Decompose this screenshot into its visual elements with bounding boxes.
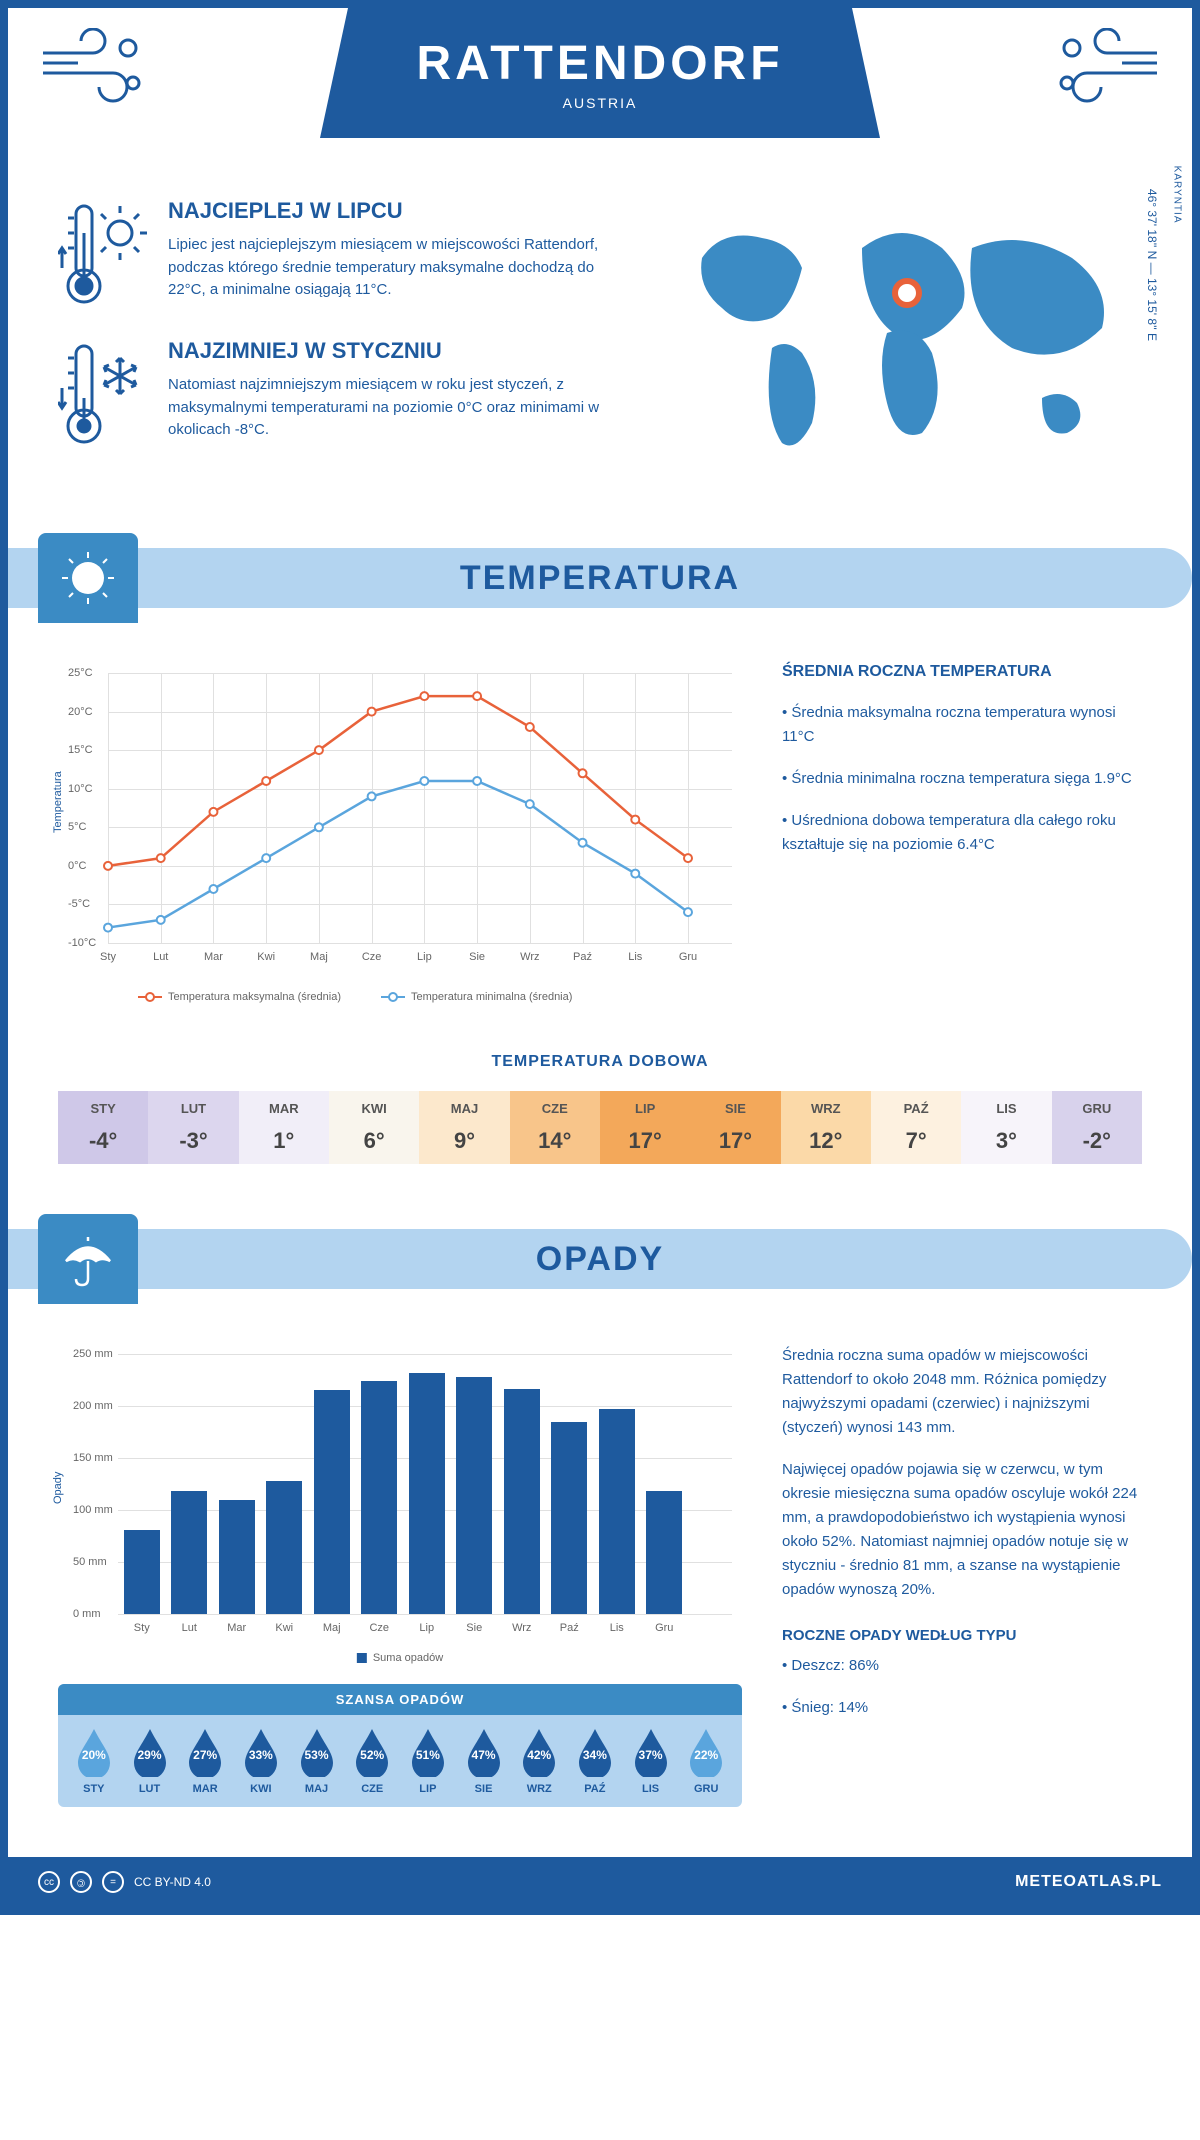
precip-left-column: 0 mm50 mm100 mm150 mm200 mm250 mmStyLutM… bbox=[58, 1344, 742, 1807]
chance-cell: 27% MAR bbox=[177, 1727, 233, 1795]
raindrop-icon: 29% bbox=[130, 1727, 170, 1777]
chance-cell: 51% LIP bbox=[400, 1727, 456, 1795]
chance-cell: 47% SIE bbox=[456, 1727, 512, 1795]
daily-cell: WRZ12° bbox=[781, 1091, 871, 1164]
temp-info-title: ŚREDNIA ROCZNA TEMPERATURA bbox=[782, 663, 1142, 681]
cc-icon: cc bbox=[38, 1871, 60, 1893]
precip-p1: Średnia roczna suma opadów w miejscowośc… bbox=[782, 1344, 1142, 1440]
precip-bar-chart: 0 mm50 mm100 mm150 mm200 mm250 mmStyLutM… bbox=[58, 1344, 742, 1664]
temp-section-header: TEMPERATURA bbox=[8, 533, 1192, 623]
coldest-title: NAJZIMNIEJ W STYCZNIU bbox=[168, 338, 622, 364]
daily-temp-table: STY-4° LUT-3° MAR1° KWI6° MAJ9° CZE14° L… bbox=[58, 1091, 1142, 1164]
chance-cell: 37% LIS bbox=[623, 1727, 679, 1795]
daily-cell: KWI6° bbox=[329, 1091, 419, 1164]
warmest-content: NAJCIEPLEJ W LIPCU Lipiec jest najcieple… bbox=[168, 198, 622, 308]
daily-cell: MAJ9° bbox=[419, 1091, 509, 1164]
chance-cell: 53% MAJ bbox=[289, 1727, 345, 1795]
raindrop-icon: 47% bbox=[464, 1727, 504, 1777]
chance-cell: 42% WRZ bbox=[511, 1727, 567, 1795]
thermometer-snow-icon bbox=[58, 338, 148, 448]
raindrop-icon: 37% bbox=[631, 1727, 671, 1777]
intro-text-column: NAJCIEPLEJ W LIPCU Lipiec jest najcieple… bbox=[58, 198, 622, 483]
infographic-container: RATTENDORF AUSTRIA NAJCIEPLEJ W LIPCU Li… bbox=[0, 0, 1200, 1915]
temperature-section: -10°C-5°C0°C5°C10°C15°C20°C25°CStyLutMar… bbox=[8, 643, 1192, 1023]
raindrop-icon: 53% bbox=[297, 1727, 337, 1777]
wind-icon-left bbox=[38, 28, 148, 122]
license-text: CC BY-ND 4.0 bbox=[134, 1875, 211, 1889]
license-block: cc 🄯 = CC BY-ND 4.0 bbox=[38, 1871, 211, 1893]
footer: cc 🄯 = CC BY-ND 4.0 METEOATLAS.PL bbox=[8, 1857, 1192, 1907]
precip-chance-box: SZANSA OPADÓW 20% STY 29% LUT 27% MAR 33… bbox=[58, 1684, 742, 1807]
precip-p2: Najwięcej opadów pojawia się w czerwcu, … bbox=[782, 1458, 1142, 1602]
intro-section: NAJCIEPLEJ W LIPCU Lipiec jest najcieple… bbox=[8, 168, 1192, 513]
map-column: KARYNTIA 46° 37' 18'' N — 13° 15' 8'' E bbox=[662, 198, 1142, 483]
daily-cell: LIP17° bbox=[600, 1091, 690, 1164]
precip-section-title: OPADY bbox=[8, 1240, 1192, 1279]
daily-cell: LIS3° bbox=[961, 1091, 1051, 1164]
daily-cell: MAR1° bbox=[239, 1091, 329, 1164]
raindrop-icon: 27% bbox=[185, 1727, 225, 1777]
chance-cell: 20% STY bbox=[66, 1727, 122, 1795]
coordinates-label: 46° 37' 18'' N — 13° 15' 8'' E bbox=[1145, 188, 1159, 340]
temp-info-box: ŚREDNIA ROCZNA TEMPERATURA • Średnia mak… bbox=[782, 663, 1142, 1003]
raindrop-icon: 52% bbox=[352, 1727, 392, 1777]
temp-info-b2: • Średnia minimalna roczna temperatura s… bbox=[782, 767, 1142, 791]
raindrop-icon: 22% bbox=[686, 1727, 726, 1777]
header: RATTENDORF AUSTRIA bbox=[8, 8, 1192, 168]
coldest-content: NAJZIMNIEJ W STYCZNIU Natomiast najzimni… bbox=[168, 338, 622, 448]
chance-cell: 33% KWI bbox=[233, 1727, 289, 1795]
country-subtitle: AUSTRIA bbox=[563, 95, 638, 111]
coldest-block: NAJZIMNIEJ W STYCZNIU Natomiast najzimni… bbox=[58, 338, 622, 448]
temp-info-b1: • Średnia maksymalna roczna temperatura … bbox=[782, 701, 1142, 749]
daily-cell: LUT-3° bbox=[148, 1091, 238, 1164]
nd-icon: = bbox=[102, 1871, 124, 1893]
world-map-icon bbox=[662, 198, 1142, 478]
wind-icon-right bbox=[1052, 28, 1162, 122]
warmest-title: NAJCIEPLEJ W LIPCU bbox=[168, 198, 622, 224]
by-icon: 🄯 bbox=[70, 1871, 92, 1893]
raindrop-icon: 51% bbox=[408, 1727, 448, 1777]
site-name: METEOATLAS.PL bbox=[1015, 1873, 1162, 1891]
precipitation-section: 0 mm50 mm100 mm150 mm200 mm250 mmStyLutM… bbox=[8, 1324, 1192, 1827]
raindrop-icon: 42% bbox=[519, 1727, 559, 1777]
precip-section-header: OPADY bbox=[8, 1214, 1192, 1304]
thermometer-sun-icon bbox=[58, 198, 148, 308]
chance-cell: 52% CZE bbox=[344, 1727, 400, 1795]
daily-cell: SIE17° bbox=[690, 1091, 780, 1164]
chance-cell: 29% LUT bbox=[122, 1727, 178, 1795]
chance-title: SZANSA OPADÓW bbox=[58, 1684, 742, 1715]
warmest-block: NAJCIEPLEJ W LIPCU Lipiec jest najcieple… bbox=[58, 198, 622, 308]
chance-cell: 22% GRU bbox=[678, 1727, 734, 1795]
raindrop-icon: 20% bbox=[74, 1727, 114, 1777]
temp-section-title: TEMPERATURA bbox=[8, 559, 1192, 598]
temp-line-chart: -10°C-5°C0°C5°C10°C15°C20°C25°CStyLutMar… bbox=[58, 663, 742, 1003]
daily-temp-title: TEMPERATURA DOBOWA bbox=[8, 1053, 1192, 1071]
precip-info-box: Średnia roczna suma opadów w miejscowośc… bbox=[782, 1344, 1142, 1807]
precip-rain: • Deszcz: 86% bbox=[782, 1654, 1142, 1678]
region-label: KARYNTIA bbox=[1172, 166, 1183, 224]
coldest-text: Natomiast najzimniejszym miesiącem w rok… bbox=[168, 374, 622, 442]
precip-type-title: ROCZNE OPADY WEDŁUG TYPU bbox=[782, 1627, 1142, 1644]
precip-snow: • Śnieg: 14% bbox=[782, 1696, 1142, 1720]
warmest-text: Lipiec jest najcieplejszym miesiącem w m… bbox=[168, 234, 622, 302]
daily-cell: STY-4° bbox=[58, 1091, 148, 1164]
daily-cell: GRU-2° bbox=[1052, 1091, 1142, 1164]
title-banner: RATTENDORF AUSTRIA bbox=[320, 8, 880, 138]
raindrop-icon: 33% bbox=[241, 1727, 281, 1777]
chance-cell: 34% PAŹ bbox=[567, 1727, 623, 1795]
raindrop-icon: 34% bbox=[575, 1727, 615, 1777]
temp-info-b3: • Uśredniona dobowa temperatura dla całe… bbox=[782, 809, 1142, 857]
daily-cell: CZE14° bbox=[510, 1091, 600, 1164]
location-title: RATTENDORF bbox=[416, 36, 783, 91]
daily-cell: PAŹ7° bbox=[871, 1091, 961, 1164]
